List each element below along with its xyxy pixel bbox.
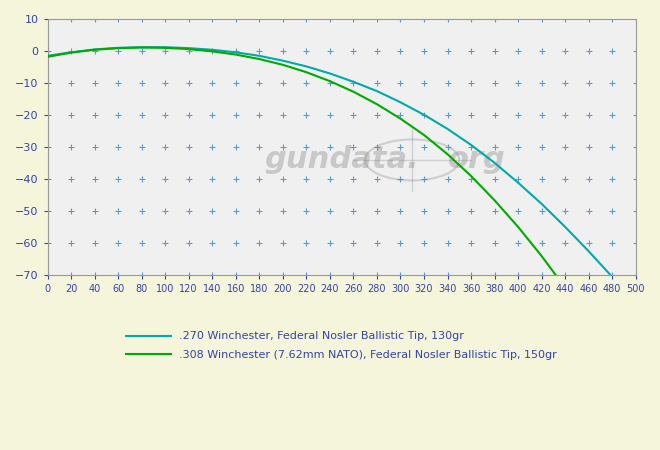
Legend: .270 Winchester, Federal Nosler Ballistic Tip, 130gr, .308 Winchester (7.62mm NA: .270 Winchester, Federal Nosler Ballisti… (121, 327, 562, 365)
Text: gundata.: gundata. (264, 145, 419, 175)
Text: org: org (447, 145, 506, 175)
